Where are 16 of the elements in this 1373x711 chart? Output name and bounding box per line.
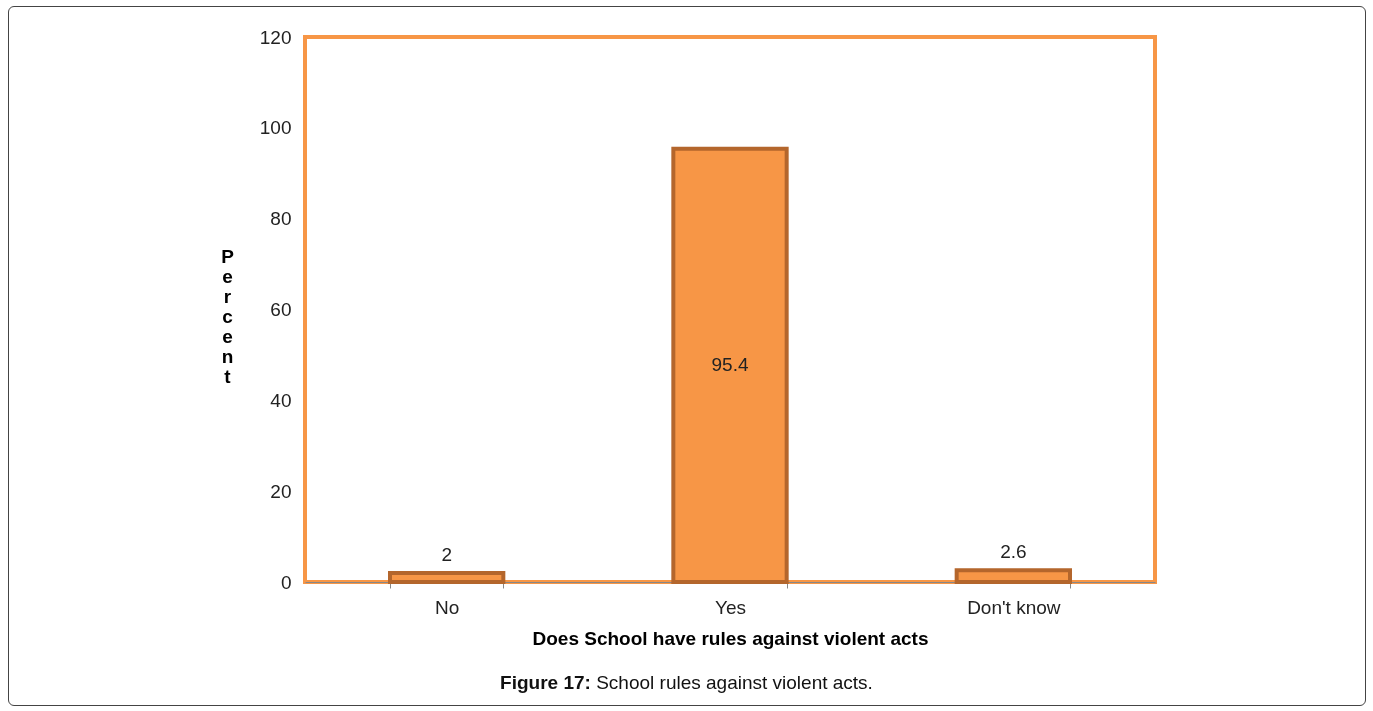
x-tick-label: Don't know (967, 596, 1061, 618)
caption: Figure 17: School rules against violent acts. (499, 672, 874, 694)
y-tick-label: 60 (270, 299, 292, 320)
y-tick-label: 0 (280, 571, 292, 593)
y-tick-label: 20 (270, 480, 292, 502)
x-tick-label: Yes (715, 596, 746, 618)
data-label: 2 (441, 543, 452, 565)
data-label: 2.6 (1000, 541, 1027, 563)
x-axis-title: Does School have rules against violent acts (532, 627, 929, 649)
y-tick-label: 120 (259, 26, 292, 48)
y-tick-label: 40 (270, 389, 292, 411)
x-tick-label: No (435, 596, 460, 618)
y-tick-label: 80 (270, 208, 292, 230)
data-label: 95.4 (711, 354, 749, 376)
y-axis-title: Percent (221, 245, 235, 387)
y-tick-label: 100 (259, 117, 292, 139)
